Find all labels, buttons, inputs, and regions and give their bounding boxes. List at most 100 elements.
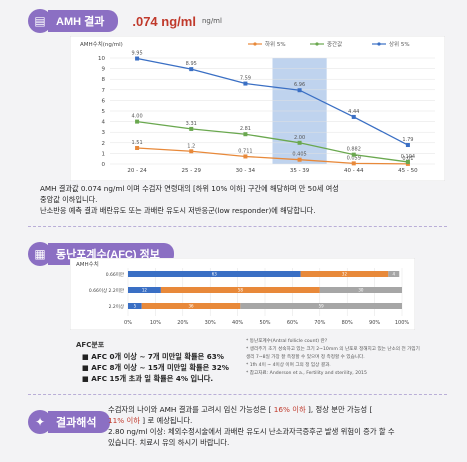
data-point — [135, 119, 140, 124]
bar-x-tick-label: 20% — [177, 320, 188, 326]
x-tick-label: 40 - 44 — [344, 168, 364, 174]
interp-text: ] 로 예상됩니다. — [142, 416, 193, 425]
afc-notes: * 동난포계수(Antral follicle count) 란? * 생리주기 … — [246, 338, 420, 378]
x-tick-label: 35 - 39 — [290, 168, 310, 174]
bar-x-tick-label: 10% — [150, 320, 161, 326]
y-tick-label: 0 — [102, 162, 106, 168]
data-label: 4.00 — [132, 114, 143, 120]
bar-x-tick-label: 60% — [287, 320, 298, 326]
bar-segment — [240, 303, 402, 309]
interpretation-line2: 11% 이하 ] 로 예상됩니다. — [108, 415, 395, 426]
data-label: 0.711 — [238, 148, 252, 154]
legend-marker — [253, 42, 257, 46]
section-divider — [28, 226, 447, 227]
interpretation-text: 수검자의 나이와 AMH 결과를 고려시 임신 가능성은 [ 16% 이하 ],… — [108, 404, 395, 448]
x-tick-label: 20 - 24 — [127, 168, 147, 174]
delivery-probability: 11% 이하 — [108, 416, 140, 425]
bar-segment — [128, 287, 161, 293]
bar-segment — [319, 287, 402, 293]
bar-segment-label: 30 — [358, 288, 364, 293]
bar-segment-label: 32 — [342, 272, 348, 277]
series-line — [136, 120, 409, 163]
bar-x-tick-label: 50% — [259, 320, 270, 326]
bar-x-tick-label: 0% — [124, 320, 132, 326]
data-point — [351, 161, 356, 166]
interpretation-line1: 수검자의 나이와 AMH 결과를 고려시 임신 가능성은 [ 16% 이하 ],… — [108, 404, 395, 415]
data-label: 2.00 — [294, 135, 305, 141]
bar-x-tick-label: 30% — [205, 320, 216, 326]
y-tick-label: 9 — [102, 67, 106, 73]
data-label: 0.405 — [292, 152, 306, 158]
bar-x-tick-label: 90% — [369, 320, 380, 326]
data-label: 0.882 — [347, 147, 361, 153]
data-point — [243, 154, 248, 159]
amh-value: .074 ng/ml — [132, 13, 196, 29]
amh-section-title: AMH 결과 — [48, 10, 119, 32]
bar-chart-frame — [70, 258, 415, 330]
data-point — [189, 126, 194, 131]
bar-segment — [388, 271, 400, 277]
bar-segment — [128, 271, 301, 277]
afc-bullet-item: ■ AFC 15개 초과 일 확률은 4% 입니다. — [82, 374, 214, 383]
y-tick-label: 3 — [102, 130, 106, 136]
data-point — [351, 152, 356, 157]
data-point — [405, 143, 410, 148]
y-tick-label: 4 — [102, 120, 106, 126]
afc-bullet-list: ■ AFC 0개 이상 ~ 7개 미만일 확률은 63% ■ AFC 8개 이상 … — [82, 351, 229, 384]
bar-segment — [160, 287, 320, 293]
legend-marker — [315, 42, 319, 46]
y-tick-label: 1 — [102, 151, 106, 157]
bar-row-label: 0.66이상 2.2미만 — [89, 287, 124, 294]
amh-text-line2: 중앙값 이하입니다. — [40, 195, 98, 204]
amh-section-header: ▤ AMH 결과 .074 ng/ml ng/ml — [28, 9, 222, 33]
bar-segment-label: 58 — [238, 288, 244, 293]
legend-marker — [377, 42, 381, 46]
data-label: 9.95 — [132, 51, 143, 57]
afc-note-line: * 참고자료: Anderson et a., Fertility and st… — [246, 371, 367, 376]
data-point — [297, 140, 302, 145]
bar-segment-label: 5 — [134, 304, 137, 309]
bar-x-tick-label: 100% — [395, 320, 410, 326]
bar-x-tick-label: 70% — [314, 320, 325, 326]
section-divider — [28, 394, 447, 395]
y-axis-label: AMH수치(ng/ml) — [80, 40, 123, 48]
bar-x-tick-label: 80% — [342, 320, 353, 326]
afc-note-line: * 1fh 4이 ~ 4이상 이며 그의 정 임상 결과. — [246, 363, 331, 368]
data-label: 8.95 — [186, 61, 197, 67]
bar-segment-label: 36 — [188, 304, 194, 309]
interpretation-line4: 있습니다. 치료시 유의 하시기 바랍니다. — [108, 438, 230, 447]
afc-bullet-item: ■ AFC 8개 이상 ~ 15개 미만일 확률은 32% — [82, 363, 229, 372]
bar-x-tick-label: 40% — [232, 320, 243, 326]
data-point — [297, 157, 302, 162]
afc-bar-chart: AMH수치 0% 10% 20% 30% 40% 50% 60% 70% 80% 90% 100% 0.… — [70, 258, 415, 330]
data-label: 1.51 — [132, 140, 143, 146]
afc-note-line: 생리 7~8일 가장 잘 측정할 수 있으며 정 측정할 수 있습니다. — [246, 355, 365, 360]
interp-text: ], 정상 분만 가능성 [ — [308, 405, 373, 414]
data-point — [135, 145, 140, 150]
bar-segment-label: 4 — [393, 272, 396, 277]
data-point — [297, 88, 302, 93]
data-label: 2.81 — [240, 126, 251, 132]
data-point — [189, 67, 194, 72]
data-label: 0.194 — [401, 154, 415, 160]
bar-segment-label: 63 — [212, 272, 218, 277]
amh-unit: ng/ml — [201, 17, 222, 25]
x-tick-label: 45 - 50 — [398, 168, 418, 174]
x-tick-label: 30 - 34 — [236, 168, 256, 174]
legend-label: 중간값 — [327, 40, 342, 48]
amh-text-line3: 난소반응 예측 결과 배란유도 또는 과배란 유도시 저반응군(low resp… — [40, 206, 316, 215]
afc-note-line: * 생리주기 초기 성숙하고 있는 크기 2~10mm 의 난포로 정해지고 있… — [246, 347, 420, 352]
afc-bullet-item: ■ AFC 0개 이상 ~ 7개 미만일 확률은 63% — [82, 352, 224, 361]
amh-line-chart: AMH수치(ng/ml) 0 1 2 3 4 5 6 7 8 9 10 20 - 24 25 - 29 30… — [70, 36, 445, 181]
data-label: 0.01 — [402, 156, 413, 162]
y-tick-label: 7 — [102, 88, 106, 94]
data-point — [189, 149, 194, 154]
afc-note-line: * 동난포계수(Antral follicle count) 란? — [246, 339, 328, 344]
legend-label: 하위 5% — [265, 40, 286, 48]
bar-segment-label: 59 — [319, 304, 325, 309]
bar-segment — [141, 303, 241, 309]
data-label: 1.2 — [187, 143, 195, 149]
bar-segment — [300, 271, 389, 277]
data-point — [243, 81, 248, 86]
bar-segment — [128, 303, 142, 309]
